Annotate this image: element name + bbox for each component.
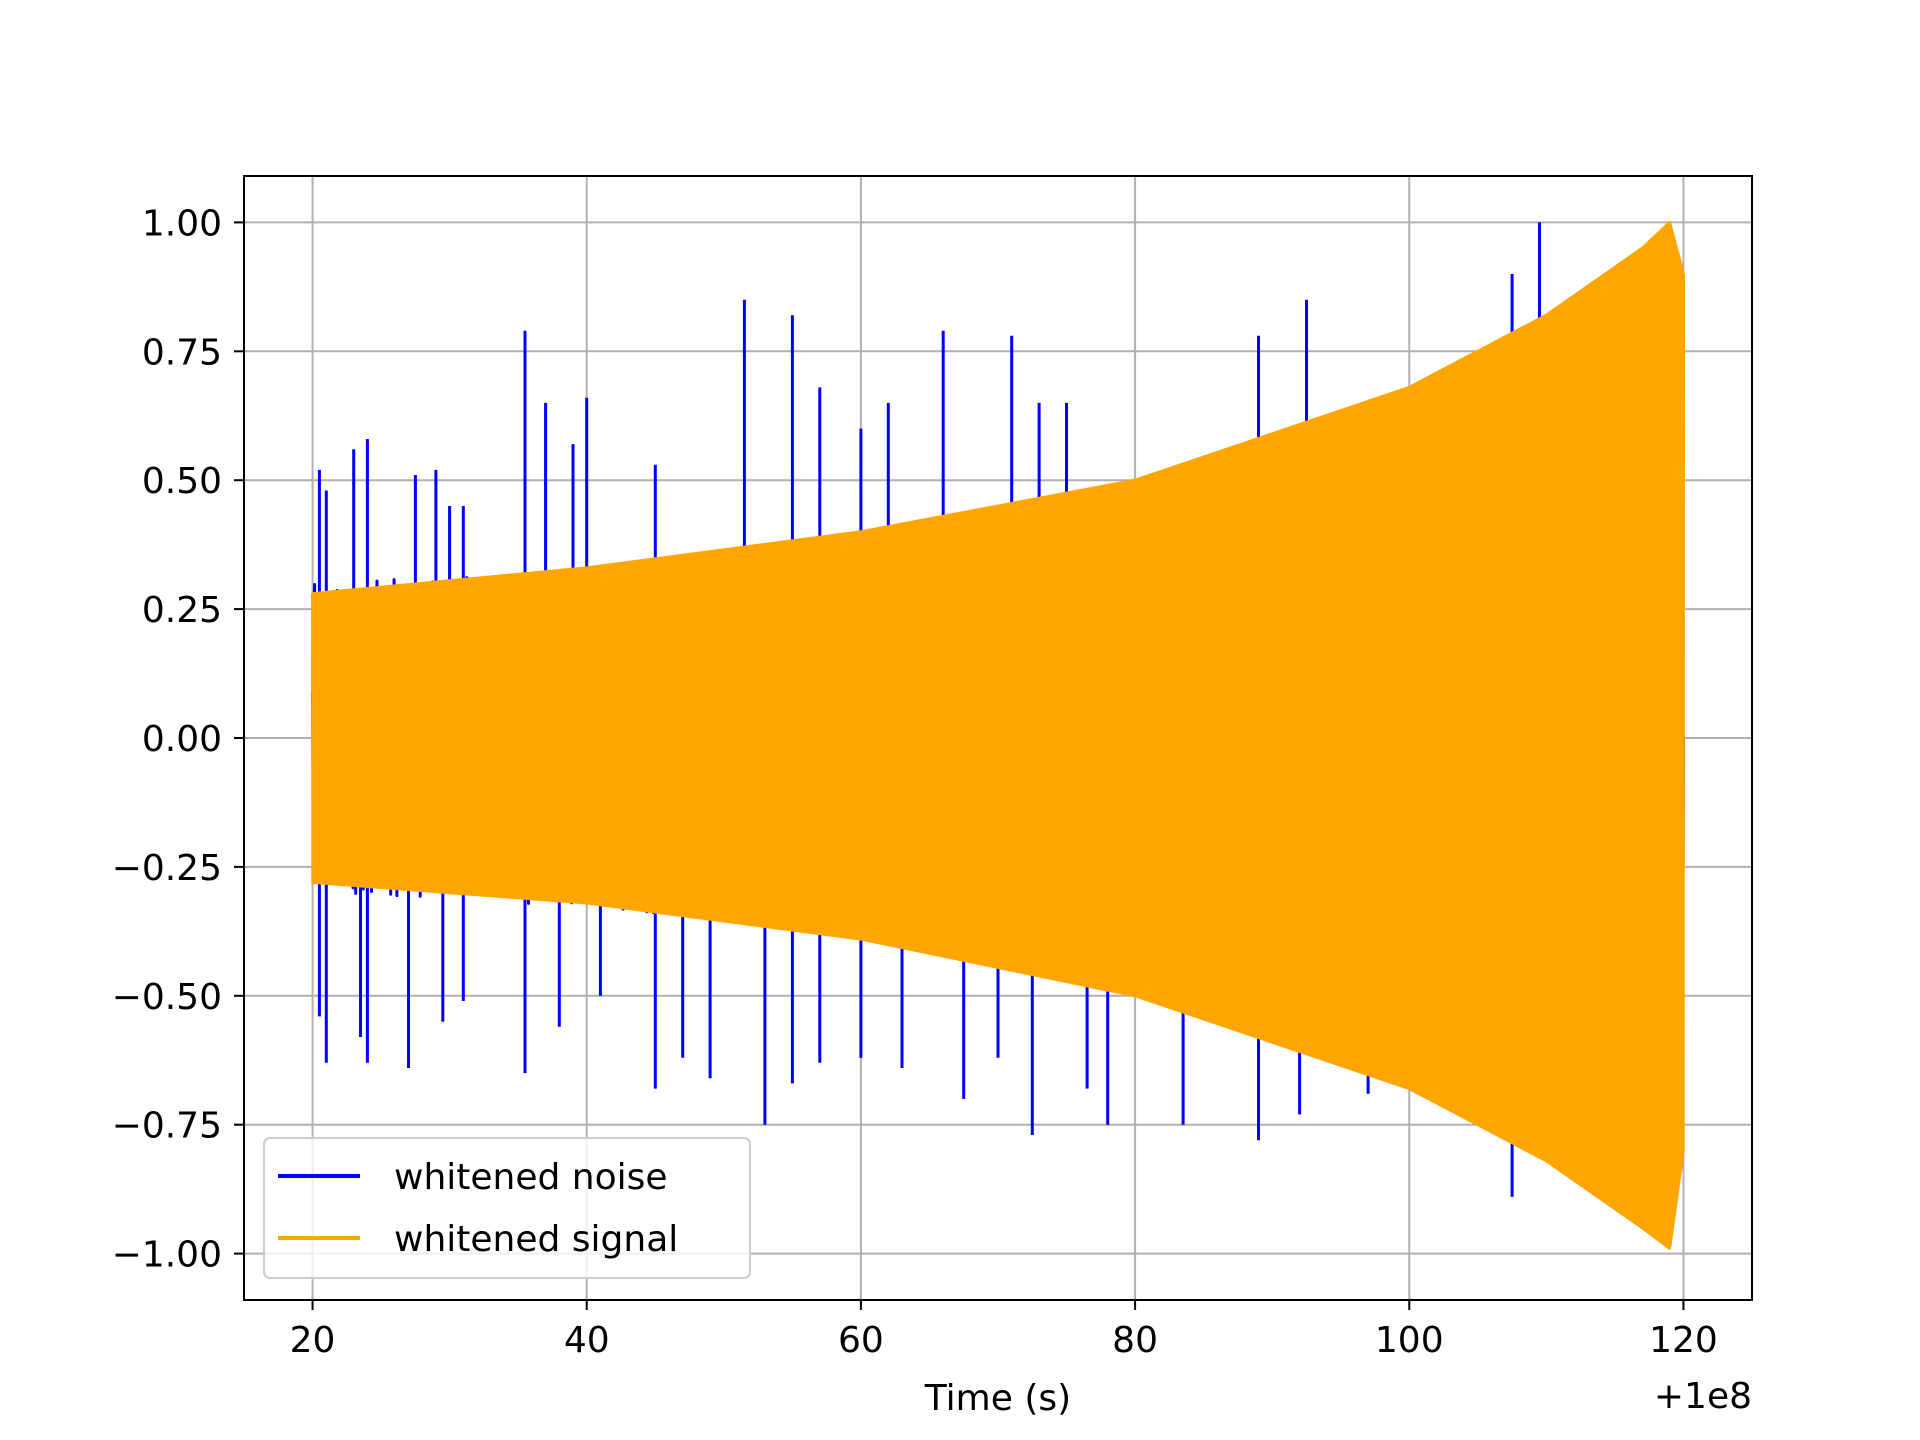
legend: whitened noise whitened signal (263, 1137, 751, 1279)
x-tick-label: 20 (290, 1320, 336, 1361)
x-tick-label: 40 (564, 1320, 610, 1361)
y-tick-label: 0.50 (142, 461, 222, 502)
series-line-whitened-signal (311, 220, 1685, 1250)
x-tick-label: 100 (1375, 1320, 1444, 1361)
y-tick-label: 0.00 (142, 719, 222, 760)
legend-label-noise: whitened noise (394, 1157, 668, 1198)
legend-box (263, 1137, 751, 1279)
plot-area (311, 220, 1685, 1250)
x-axis-label: Time (s) (924, 1378, 1071, 1419)
y-axis: 1.00 0.75 0.50 0.25 0.00 −0.25 −0.50 −0.75 −1.00 (112, 203, 244, 1276)
x-axis: 20 40 60 80 100 120 (290, 1300, 1718, 1361)
y-tick-label: 0.75 (142, 332, 222, 373)
x-tick-label: 60 (838, 1320, 884, 1361)
y-tick-label: −0.75 (112, 1106, 222, 1147)
y-tick-label: −0.25 (112, 848, 222, 889)
x-tick-label: 120 (1649, 1320, 1718, 1361)
y-tick-label: 0.25 (142, 590, 222, 631)
y-tick-label: −0.50 (112, 977, 222, 1018)
y-tick-label: −1.00 (112, 1235, 222, 1276)
x-axis-offset-label: +1e8 (1654, 1376, 1752, 1417)
legend-label-signal: whitened signal (394, 1219, 678, 1260)
x-tick-label: 80 (1112, 1320, 1158, 1361)
y-tick-label: 1.00 (142, 203, 222, 244)
